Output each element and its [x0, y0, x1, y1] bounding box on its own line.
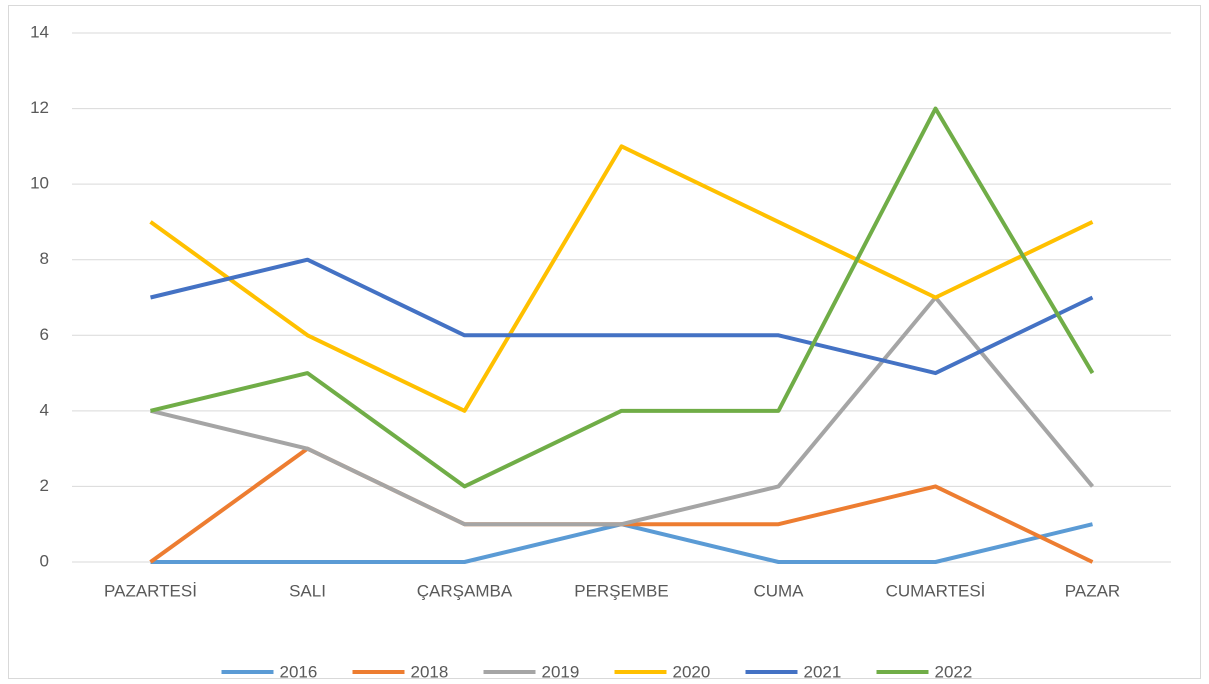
x-tick-label: ÇARŞAMBA — [417, 581, 513, 600]
legend-label: 2016 — [280, 662, 318, 681]
legend-label: 2019 — [542, 662, 580, 681]
y-tick-label: 14 — [30, 22, 49, 41]
x-tick-label: PAZAR — [1065, 581, 1120, 600]
y-tick-label: 12 — [30, 98, 49, 117]
y-tick-label: 6 — [40, 325, 49, 344]
line-series — [150, 257, 1094, 376]
legend-label: 2018 — [411, 662, 449, 681]
line-series — [150, 106, 1095, 489]
y-tick-label: 0 — [40, 551, 49, 570]
x-tick-label: SALI — [289, 581, 326, 600]
y-tick-label: 2 — [40, 476, 49, 495]
y-tick-label: 4 — [40, 400, 49, 419]
chart-border — [8, 5, 1201, 679]
x-tick-label: CUMARTESİ — [886, 581, 986, 600]
legend-label: 2021 — [804, 662, 842, 681]
y-tick-label: 8 — [40, 249, 49, 268]
x-tick-label: PERŞEMBE — [574, 581, 668, 600]
legend-label: 2020 — [673, 662, 711, 681]
x-tick-label: PAZARTESİ — [104, 581, 197, 600]
y-tick-label: 10 — [30, 174, 49, 193]
x-tick-label: CUMA — [753, 581, 804, 600]
legend-label: 2022 — [935, 662, 973, 681]
line-series — [149, 144, 1094, 413]
